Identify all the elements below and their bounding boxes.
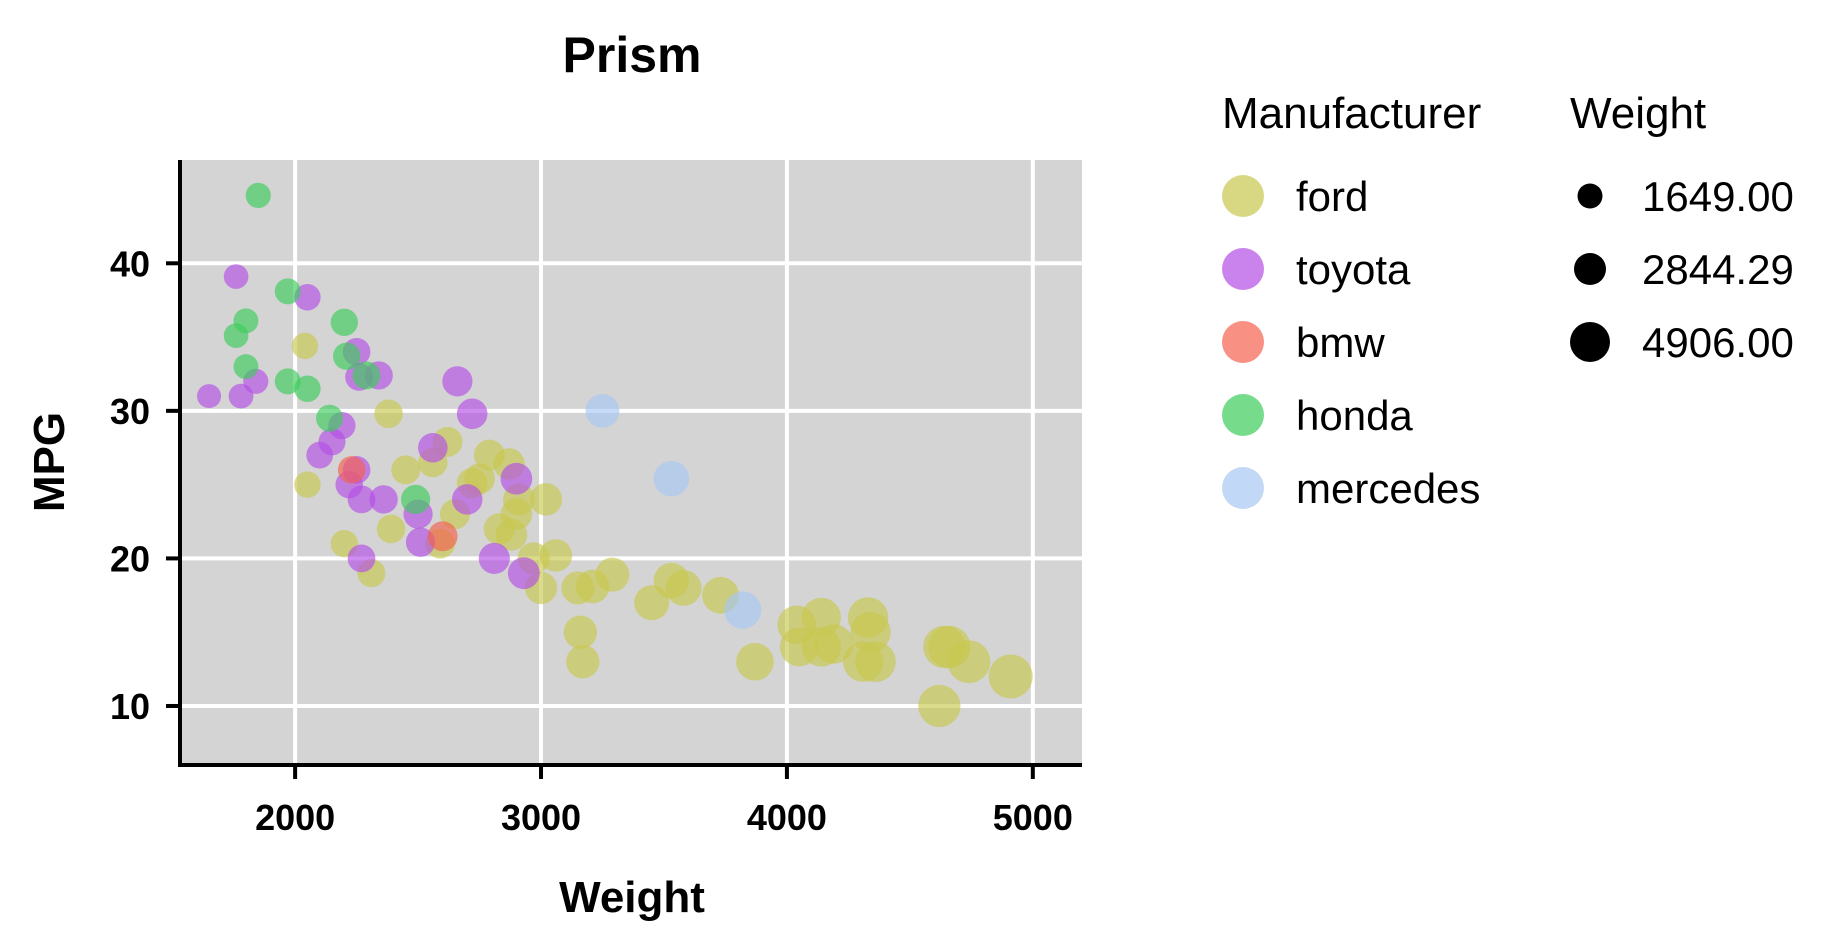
data-point-ford — [539, 539, 573, 572]
data-point-toyota — [294, 284, 321, 311]
data-point-ford — [813, 624, 854, 664]
data-point-bmw — [337, 456, 366, 484]
x-tick-label: 4000 — [747, 797, 827, 838]
grid-lines — [182, 160, 1082, 765]
size-legend-label: 4906.00 — [1642, 319, 1794, 366]
legend-label-mercedes: mercedes — [1296, 465, 1480, 512]
color-legend-title: Manufacturer — [1222, 89, 1481, 138]
data-point-ford — [374, 399, 403, 429]
data-point-mercedes — [585, 393, 620, 428]
data-point-honda — [245, 182, 271, 209]
size-legend-dot — [1570, 322, 1610, 362]
axis-ticks: 2000 3000 4000 5000 10 20 30 40 — [110, 243, 1073, 838]
data-point-toyota — [500, 462, 533, 495]
data-point-toyota — [452, 484, 483, 515]
data-point-toyota — [442, 366, 473, 397]
data-point-toyota — [456, 398, 488, 430]
data-point-honda — [330, 308, 358, 337]
data-point-toyota — [478, 542, 510, 574]
data-point-toyota — [197, 384, 222, 409]
x-tick-label: 5000 — [993, 797, 1073, 838]
data-point-mercedes — [723, 591, 762, 629]
data-point-bmw — [427, 521, 458, 552]
data-point-ford — [918, 684, 961, 728]
data-point-toyota — [223, 264, 249, 289]
data-point-toyota — [347, 544, 376, 573]
data-point-ford — [947, 640, 991, 684]
legend-label-ford: ford — [1296, 173, 1368, 220]
x-axis-label: Weight — [559, 873, 705, 922]
size-legend-title: Weight — [1570, 89, 1706, 138]
chart-title: Prism — [563, 27, 702, 83]
data-point-ford — [391, 455, 421, 485]
data-point-ford — [291, 332, 319, 360]
data-point-toyota — [347, 485, 376, 514]
data-point-honda — [333, 342, 361, 370]
legend-label-bmw: bmw — [1296, 319, 1385, 366]
size-legend: Weight 1649.00 2844.29 4906.00 — [1570, 89, 1794, 366]
x-tick-label: 3000 — [501, 797, 581, 838]
data-point-ford — [563, 615, 597, 649]
legend-label-honda: honda — [1296, 392, 1413, 439]
data-point-ford — [529, 483, 563, 516]
size-legend-label: 1649.00 — [1642, 173, 1794, 220]
size-legend-dot — [1577, 183, 1603, 209]
y-tick-label: 20 — [110, 538, 150, 579]
size-legend-dot — [1574, 253, 1606, 285]
data-point-honda — [401, 484, 431, 514]
data-point-ford — [376, 514, 406, 544]
legend-swatch-toyota — [1222, 248, 1264, 290]
data-point-honda — [294, 375, 321, 402]
data-point-ford — [736, 642, 774, 681]
data-point-honda — [274, 278, 301, 305]
data-point-honda — [233, 354, 259, 380]
data-points — [197, 182, 1033, 728]
y-tick-label: 40 — [110, 243, 150, 284]
color-legend: Manufacturer ford toyota bmw honda mercedes — [1222, 89, 1481, 512]
x-tick-label: 2000 — [255, 797, 335, 838]
data-point-ford — [566, 645, 600, 679]
y-tick-label: 30 — [110, 391, 150, 432]
data-point-ford — [855, 641, 896, 683]
y-axis-label: MPG — [25, 412, 74, 512]
y-tick-label: 10 — [110, 686, 150, 727]
data-point-honda — [316, 404, 344, 432]
data-point-honda — [233, 308, 259, 334]
legend-label-toyota: toyota — [1296, 246, 1411, 293]
data-point-toyota — [369, 485, 398, 514]
legend-swatch-mercedes — [1222, 467, 1264, 509]
legend-swatch-ford — [1222, 175, 1264, 217]
data-point-ford — [988, 654, 1033, 699]
data-point-ford — [294, 471, 321, 498]
data-point-toyota — [418, 432, 448, 463]
data-point-ford — [665, 569, 702, 606]
legend-swatch-bmw — [1222, 321, 1264, 363]
size-legend-label: 2844.29 — [1642, 246, 1794, 293]
legend-swatch-honda — [1222, 394, 1264, 436]
data-point-toyota — [507, 557, 540, 590]
data-point-honda — [352, 361, 381, 390]
data-point-ford — [595, 557, 630, 592]
data-point-mercedes — [653, 460, 690, 497]
